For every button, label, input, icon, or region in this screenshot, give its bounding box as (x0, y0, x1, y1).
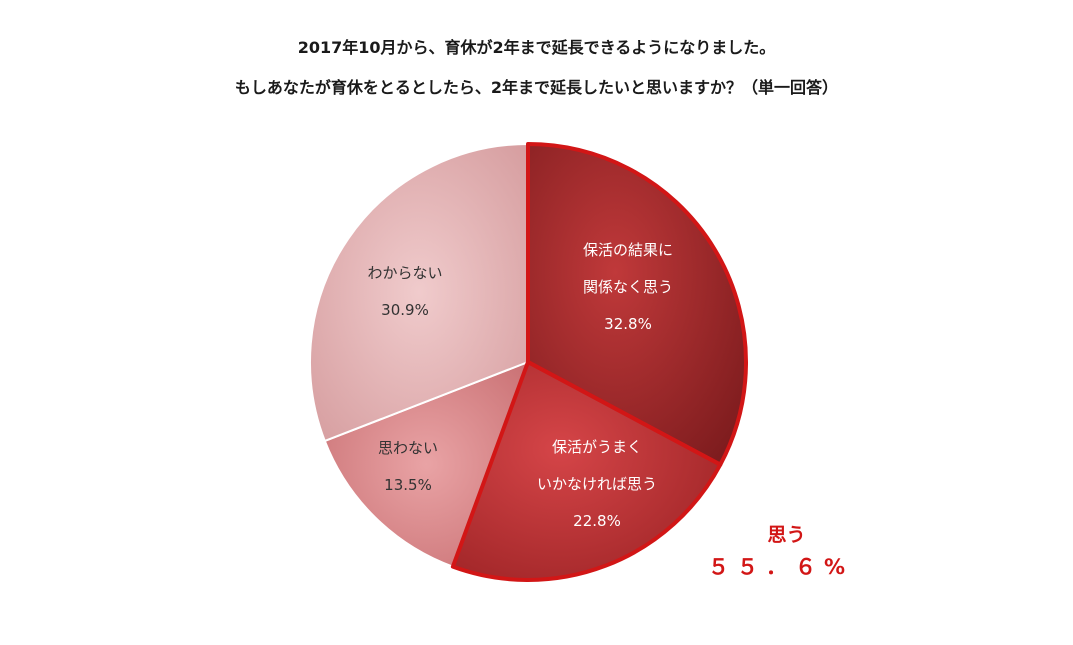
slice-category-label: いかなければ思う (537, 475, 657, 493)
slice-category-label: 保活がうまく (552, 438, 642, 456)
slice-value-label: 22.8% (573, 512, 621, 530)
slice-value-label: 32.8% (604, 315, 652, 333)
highlight-outline (526, 142, 748, 467)
slice-value-label: 13.5% (384, 476, 432, 494)
chart-subtitle: もしあなたが育休をとるとしたら、2年まで延長したいと思いますか？（単一回答） (234, 78, 839, 97)
chart-title: 2017年10月から、育休が2年まで延長できるようになりました。 (297, 38, 776, 57)
slice-category-label: 保活の結果に (583, 241, 673, 259)
slice-category-label: 関係なく思う (583, 278, 673, 296)
slice-category-label: 思わない (378, 439, 438, 457)
pie-slice (323, 360, 530, 568)
slice-value-label: 30.9% (381, 301, 429, 319)
callout-label: 思う (767, 524, 806, 546)
callout-value: ５５．６% (708, 555, 854, 579)
highlight-outline (450, 360, 723, 582)
agree-total-callout: 思う ５５．６% (708, 520, 853, 581)
slice-category-label: わからない (367, 264, 442, 282)
pie-slice (309, 142, 529, 443)
